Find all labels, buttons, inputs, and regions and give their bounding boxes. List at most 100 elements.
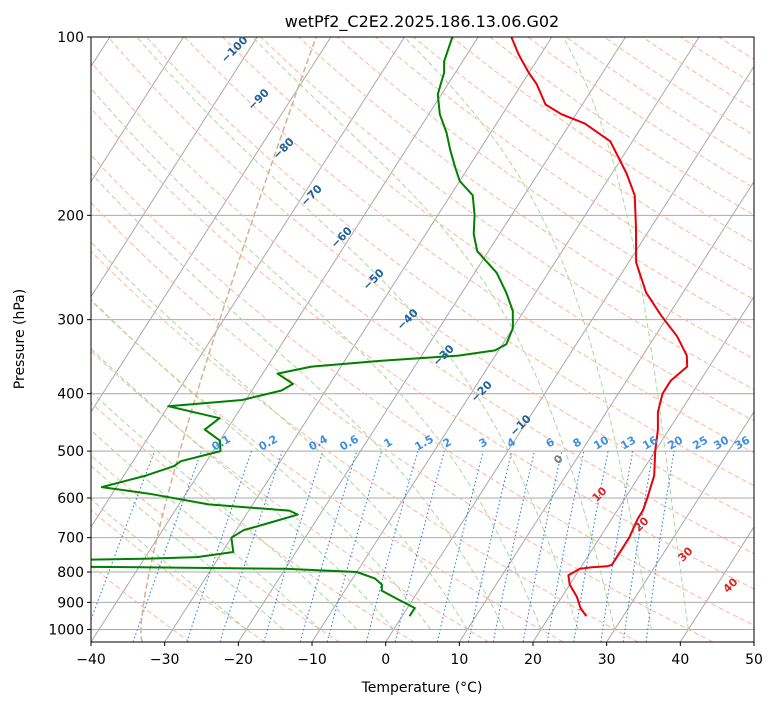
mixing-ratio-line bbox=[365, 450, 419, 642]
x-axis-label: Temperature (°C) bbox=[361, 680, 483, 696]
dry-adiabat-line bbox=[565, 37, 754, 163]
dry-adiabat-label: −60 bbox=[328, 224, 355, 251]
isotherm-line bbox=[91, 37, 184, 183]
moist-adiabat-line bbox=[252, 37, 616, 630]
dewpoint-line bbox=[91, 37, 514, 617]
dry-adiabat-line bbox=[374, 37, 754, 301]
mixing-ratio-line bbox=[600, 451, 634, 642]
mixing-ratio-line bbox=[186, 450, 252, 642]
dry-adiabat-label: −50 bbox=[360, 266, 387, 293]
dry-adiabat-label: 40 bbox=[721, 575, 741, 595]
dry-adiabat-line bbox=[91, 61, 754, 555]
dry-adiabat-line bbox=[413, 37, 754, 272]
isotherm-line bbox=[753, 641, 754, 642]
x-tick-label: 40 bbox=[671, 652, 689, 668]
mixing-ratio-line bbox=[299, 450, 358, 642]
y-tick-label: 800 bbox=[57, 565, 84, 581]
dry-adiabat-label: −90 bbox=[245, 86, 272, 113]
temperature-line bbox=[510, 37, 689, 617]
x-tick-label: 0 bbox=[381, 652, 390, 668]
isotherm-line bbox=[311, 37, 700, 642]
isotherm-line bbox=[237, 37, 626, 642]
mixing-ratio-label: 0.4 bbox=[307, 432, 331, 453]
isotherm-line bbox=[458, 180, 754, 642]
mixing-ratio-label: 1 bbox=[382, 435, 395, 450]
mixing-ratio-line bbox=[573, 451, 609, 642]
y-tick-label: 500 bbox=[57, 444, 84, 460]
x-tick-label: 30 bbox=[598, 652, 616, 668]
dry-adiabat-label: 20 bbox=[632, 514, 652, 534]
dry-adiabat-line bbox=[757, 37, 775, 642]
plot-area bbox=[91, 37, 775, 642]
mixing-ratio-line bbox=[436, 450, 484, 642]
x-tick-label: −20 bbox=[224, 652, 254, 668]
isotherm-line bbox=[385, 65, 754, 642]
moist-adiabat-line bbox=[91, 298, 431, 630]
dry-adiabat-label: 0 bbox=[551, 452, 566, 467]
plot-frame bbox=[90, 36, 755, 643]
y-tick-label: 100 bbox=[57, 30, 84, 46]
mixing-ratio-label: 2 bbox=[441, 435, 454, 450]
dry-adiabat-label: −70 bbox=[298, 182, 325, 209]
chart-title: wetPf2_C2E2.2025.186.13.06.G02 bbox=[285, 12, 559, 32]
moist-adiabat-line bbox=[91, 87, 542, 630]
dry-adiabat-line bbox=[222, 37, 754, 422]
dry-adiabat-line bbox=[642, 37, 754, 111]
dry-adiabat-line bbox=[91, 202, 713, 642]
dry-adiabat-line bbox=[91, 509, 265, 642]
dry-adiabat-line bbox=[91, 454, 340, 642]
dry-adiabat-line bbox=[91, 154, 754, 626]
moist-adiabat-line bbox=[91, 429, 321, 630]
dry-adiabat-label: −80 bbox=[270, 135, 297, 162]
mixing-ratio-line bbox=[468, 450, 513, 642]
mixing-ratio-line bbox=[326, 450, 382, 642]
mixing-ratio-line bbox=[645, 451, 675, 642]
mixing-ratio-label: 13 bbox=[618, 434, 638, 453]
dry-adiabat-line bbox=[91, 250, 639, 642]
mixing-ratio-label: 0.2 bbox=[257, 432, 280, 453]
moist-adiabat-line bbox=[91, 391, 358, 630]
dry-adiabat-line bbox=[336, 37, 754, 330]
isotherm-line bbox=[532, 295, 754, 642]
isotherm-line bbox=[91, 37, 332, 413]
dry-adiabat-line bbox=[107, 37, 754, 520]
moist-adiabat-line bbox=[91, 172, 505, 630]
mixing-ratio-label: 6 bbox=[544, 435, 557, 450]
mixing-ratio-label: 10 bbox=[591, 433, 611, 452]
moist-adiabat-line bbox=[91, 241, 468, 630]
mixing-ratio-label: 36 bbox=[732, 433, 752, 452]
moist-adiabat-line bbox=[562, 37, 689, 630]
dry-adiabat-line bbox=[91, 564, 191, 642]
x-tick-label: −40 bbox=[76, 652, 106, 668]
dry-adiabat-line bbox=[91, 300, 564, 642]
y-tick-label: 600 bbox=[57, 491, 84, 507]
dry-adiabat-line bbox=[184, 37, 754, 454]
mixing-ratio-line bbox=[492, 450, 535, 642]
moist-adiabat-line bbox=[91, 498, 247, 630]
mixing-ratio-label: 20 bbox=[665, 433, 685, 452]
moist-adiabat-line bbox=[91, 347, 395, 630]
isotherm-line bbox=[91, 37, 405, 528]
x-tick-label: −30 bbox=[150, 652, 180, 668]
mixing-ratio-line bbox=[394, 450, 445, 642]
moist-adiabat-line bbox=[136, 37, 579, 630]
dry-adiabat-line bbox=[680, 37, 754, 86]
x-tick-label: 10 bbox=[450, 652, 468, 668]
y-tick-label: 200 bbox=[57, 208, 84, 224]
mixing-ratio-line bbox=[263, 450, 324, 642]
x-tick-label: −10 bbox=[297, 652, 327, 668]
dry-adiabat-line bbox=[91, 107, 754, 590]
dry-adiabat-label: −20 bbox=[468, 378, 495, 405]
moist-adiabat-line bbox=[403, 37, 652, 630]
y-tick-label: 300 bbox=[57, 313, 84, 329]
y-tick-label: 900 bbox=[57, 595, 84, 611]
isotherm-line bbox=[606, 410, 754, 642]
mixing-ratio-label: 1.5 bbox=[413, 432, 436, 453]
mixing-ratio-line bbox=[219, 450, 283, 642]
isotherm-line bbox=[91, 37, 258, 298]
mixing-ratio-label: 25 bbox=[690, 434, 710, 453]
mixing-ratio-label: 8 bbox=[571, 435, 584, 450]
isotherm-line bbox=[679, 525, 754, 642]
dry-adiabat-line bbox=[91, 402, 415, 642]
moist-adiabat-line bbox=[91, 465, 284, 630]
